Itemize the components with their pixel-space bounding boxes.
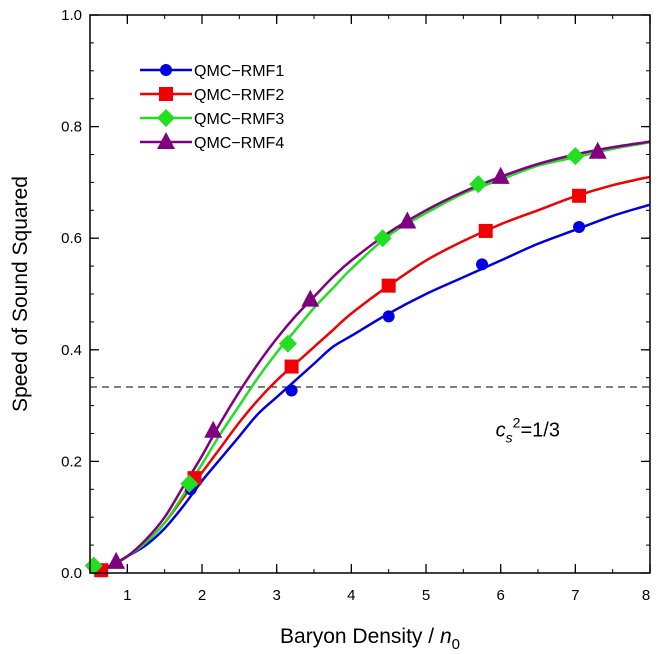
legend-label: QMC−RMF3 (194, 111, 284, 128)
series-4-marker (588, 141, 607, 159)
tick-labels: 1 2 3 4 5 6 7 8 0.0 0.2 0.4 0.6 0.8 1.0 (61, 7, 650, 604)
series-4-marker (107, 551, 126, 569)
legend-marker (157, 109, 175, 127)
x-tick-label: 2 (198, 587, 206, 604)
legend-marker (157, 132, 175, 149)
series-2-marker (478, 223, 493, 238)
series-4-marker (204, 420, 223, 438)
series-4-marker (301, 289, 320, 307)
y-tick-label: 0.8 (61, 119, 82, 136)
x-tick-label: 6 (496, 587, 504, 604)
series-3-marker (180, 474, 199, 493)
y-tick-label: 0.0 (61, 565, 82, 582)
series-1-marker (382, 310, 395, 323)
series-3-marker (84, 556, 103, 575)
y-tick-label: 1.0 (61, 7, 82, 24)
series-lines (90, 140, 650, 572)
series-2-marker (572, 188, 587, 203)
x-tick-label: 3 (272, 587, 280, 604)
x-tick-label: 5 (422, 587, 430, 604)
x-tick-label: 4 (347, 587, 355, 604)
x-tick-label: 8 (642, 587, 650, 604)
legend: QMC−RMF1 QMC−RMF2 QMC−RMF3 QMC−RMF4 (140, 63, 284, 152)
cs2-annotation: cs2=1/3 (496, 414, 560, 445)
series-4-line (90, 140, 650, 572)
series-4-marker (398, 211, 417, 229)
series-3-marker (566, 147, 585, 166)
legend-label: QMC−RMF1 (194, 63, 284, 80)
legend-marker (159, 87, 173, 101)
legend-label: QMC−RMF2 (194, 87, 284, 104)
major-ticks (90, 14, 651, 574)
series-markers (84, 141, 607, 578)
series-1-marker (573, 221, 586, 234)
y-axis-label: Speed of Sound Squared (9, 176, 32, 412)
y-tick-label: 0.4 (61, 342, 82, 359)
series-2-marker (381, 278, 396, 293)
x-tick-label: 1 (123, 587, 131, 604)
y-tick-label: 0.2 (61, 453, 82, 470)
series-1-line (90, 203, 650, 572)
series-2-marker (284, 359, 299, 374)
legend-label: QMC−RMF4 (194, 135, 284, 152)
series-4-marker (491, 166, 510, 184)
series-3-marker (373, 229, 392, 248)
series-3-marker (469, 175, 488, 194)
series-1-marker (285, 384, 298, 397)
minor-ticks (89, 14, 651, 574)
y-tick-label: 0.6 (61, 230, 82, 247)
series-3-line (90, 140, 650, 572)
legend-marker (160, 64, 172, 76)
series-1-marker (476, 258, 488, 271)
x-axis-label: Baryon Density / n0 (280, 625, 460, 653)
x-tick-label: 7 (571, 587, 579, 604)
plot-frame (89, 14, 651, 574)
series-3-marker (278, 334, 297, 353)
